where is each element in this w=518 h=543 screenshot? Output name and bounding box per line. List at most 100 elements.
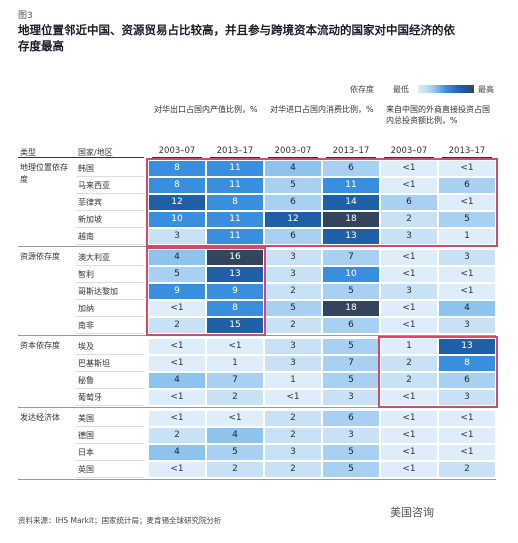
period-header: 2003–07 bbox=[274, 146, 312, 156]
cell: <1 bbox=[148, 355, 206, 372]
cell: <1 bbox=[438, 283, 496, 300]
cell: <1 bbox=[148, 410, 206, 427]
cell: <1 bbox=[380, 389, 438, 406]
figure-label: 图3 bbox=[18, 11, 33, 21]
source: 资料来源：IHS Markit；国家统计局；麦肯锡全球研究院分析 bbox=[18, 516, 222, 525]
cell: 14 bbox=[322, 194, 380, 211]
cell: 3 bbox=[380, 283, 438, 300]
cell: 6 bbox=[322, 317, 380, 334]
cell: 3 bbox=[380, 228, 438, 245]
group-name: 发达经济体 bbox=[20, 413, 60, 422]
group-name: 地理位置依存度 bbox=[20, 163, 68, 184]
highlight-box bbox=[146, 158, 498, 247]
cell: <1 bbox=[380, 160, 438, 177]
cell: 3 bbox=[438, 389, 496, 406]
cell: 6 bbox=[438, 177, 496, 194]
cell: 2 bbox=[264, 317, 322, 334]
cell: 2 bbox=[264, 427, 322, 444]
cell: 11 bbox=[206, 160, 264, 177]
cell: <1 bbox=[380, 317, 438, 334]
cell: 5 bbox=[322, 338, 380, 355]
cell: <1 bbox=[148, 461, 206, 478]
cell: 5 bbox=[322, 461, 380, 478]
group-header: 对华进口占国内消费比例，% bbox=[270, 105, 374, 114]
cell: <1 bbox=[380, 444, 438, 461]
cell: 8 bbox=[206, 194, 264, 211]
cell: 2 bbox=[206, 389, 264, 406]
cell: 4 bbox=[148, 249, 206, 266]
cell: <1 bbox=[148, 389, 206, 406]
cell: 18 bbox=[322, 300, 380, 317]
cell: <1 bbox=[380, 249, 438, 266]
cell: 4 bbox=[438, 300, 496, 317]
row-rule bbox=[76, 443, 144, 444]
country: 南非 bbox=[78, 321, 94, 330]
cell: 2 bbox=[148, 317, 206, 334]
watermark: 美国咨询 bbox=[390, 506, 434, 519]
cell: <1 bbox=[438, 194, 496, 211]
cell: 2 bbox=[380, 372, 438, 389]
country: 日本 bbox=[78, 448, 94, 457]
cell: 5 bbox=[148, 266, 206, 283]
cell: 1 bbox=[206, 355, 264, 372]
cell: 12 bbox=[148, 194, 206, 211]
country: 智利 bbox=[78, 270, 94, 279]
cell: 2 bbox=[148, 427, 206, 444]
cell: 3 bbox=[322, 389, 380, 406]
cell: 11 bbox=[322, 177, 380, 194]
cell: 8 bbox=[148, 160, 206, 177]
country: 菲律宾 bbox=[78, 198, 102, 207]
period-rule bbox=[152, 157, 202, 158]
cell: 5 bbox=[264, 177, 322, 194]
row-rule bbox=[76, 333, 144, 334]
cell: 6 bbox=[380, 194, 438, 211]
country: 德国 bbox=[78, 431, 94, 440]
cell: 7 bbox=[322, 355, 380, 372]
cell: <1 bbox=[148, 338, 206, 355]
period-rule bbox=[268, 157, 318, 158]
cell: 10 bbox=[322, 266, 380, 283]
cell: 11 bbox=[206, 211, 264, 228]
cell: 1 bbox=[264, 372, 322, 389]
cell: 6 bbox=[322, 410, 380, 427]
country: 越南 bbox=[78, 232, 94, 241]
cell: 11 bbox=[206, 177, 264, 194]
group-name: 资本依存度 bbox=[20, 341, 60, 350]
cell: 5 bbox=[322, 444, 380, 461]
row-rule bbox=[76, 176, 144, 177]
column-header: 国家/地区 bbox=[78, 148, 113, 157]
cell: 13 bbox=[438, 338, 496, 355]
cell: 18 bbox=[322, 211, 380, 228]
cell: <1 bbox=[438, 410, 496, 427]
legend-label: 依存度 bbox=[350, 85, 374, 94]
period-header: 2013–17 bbox=[332, 146, 370, 156]
cell: 5 bbox=[264, 300, 322, 317]
cell: 3 bbox=[264, 266, 322, 283]
cell: <1 bbox=[438, 266, 496, 283]
cell: 1 bbox=[380, 338, 438, 355]
cell: <1 bbox=[380, 461, 438, 478]
highlight-box bbox=[378, 336, 498, 408]
cell: <1 bbox=[264, 389, 322, 406]
cell: 4 bbox=[206, 427, 264, 444]
cell: 16 bbox=[206, 249, 264, 266]
period-rule bbox=[326, 157, 376, 158]
cell: 5 bbox=[206, 444, 264, 461]
country: 秘鲁 bbox=[78, 376, 94, 385]
cell: 13 bbox=[206, 266, 264, 283]
row-rule bbox=[76, 193, 144, 194]
period-rule bbox=[210, 157, 260, 158]
cell: 3 bbox=[322, 427, 380, 444]
country: 韩国 bbox=[78, 164, 94, 173]
cell: 8 bbox=[148, 177, 206, 194]
row-rule bbox=[76, 244, 144, 245]
cell: 3 bbox=[264, 355, 322, 372]
country: 葡萄牙 bbox=[78, 393, 102, 402]
column-header: 类型 bbox=[20, 148, 36, 157]
cell: 3 bbox=[264, 444, 322, 461]
country: 加纳 bbox=[78, 304, 94, 313]
cell: 13 bbox=[322, 228, 380, 245]
cell: 11 bbox=[206, 228, 264, 245]
cell: 10 bbox=[148, 211, 206, 228]
